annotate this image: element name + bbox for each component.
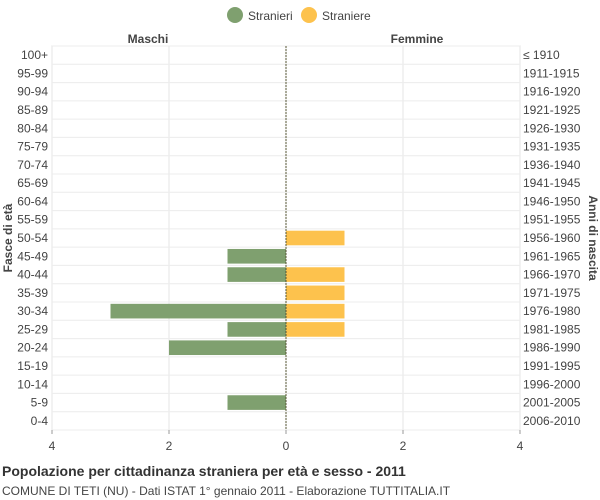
age-label: 95-99 xyxy=(17,66,48,80)
legend-label-stranieri: Stranieri xyxy=(248,9,293,23)
birth-year-label: 1966-1970 xyxy=(523,268,581,282)
age-label: 80-84 xyxy=(17,121,48,135)
x-axis-ticks: 4 2 0 2 4 xyxy=(49,430,524,453)
birth-year-label: 1911-1915 xyxy=(523,66,580,80)
bar-male-20-24 xyxy=(169,340,286,356)
age-label: 15-19 xyxy=(17,359,48,373)
bar-female-40-44 xyxy=(286,267,345,282)
x-tick-label: 2 xyxy=(166,439,173,453)
birth-year-label: 1926-1930 xyxy=(523,121,581,135)
age-label: 25-29 xyxy=(17,322,48,336)
birth-year-label: 1946-1950 xyxy=(523,194,581,208)
pyramid-chart: Stranieri Straniere Maschi Femmine Fasce… xyxy=(1,7,600,453)
bar-female-50-54 xyxy=(286,230,345,246)
age-label: 45-49 xyxy=(17,249,48,263)
birth-year-label: 1916-1920 xyxy=(523,85,581,99)
birth-year-label: 1936-1940 xyxy=(523,158,581,172)
header-maschi: Maschi xyxy=(128,32,169,46)
bar-male-45-49 xyxy=(227,248,286,264)
age-label: 100+ xyxy=(21,48,48,62)
birth-year-label: 1951-1955 xyxy=(523,213,581,227)
birth-year-label: 1961-1965 xyxy=(523,249,581,263)
x-tick-label: 4 xyxy=(49,439,56,453)
bar-female-30-34 xyxy=(286,303,345,319)
legend-swatch-straniere xyxy=(301,7,317,23)
category-labels: 100+ ≤ 1910 95-99 1911-1915 90-94 1916-1920 85… xyxy=(17,48,580,428)
bar-male-25-29 xyxy=(227,322,286,337)
bar-male-30-34 xyxy=(110,303,286,319)
age-label: 5-9 xyxy=(31,396,49,410)
age-label: 40-44 xyxy=(17,268,48,282)
birth-year-label: 1996-2000 xyxy=(523,377,581,391)
birth-year-label: 1991-1995 xyxy=(523,359,581,373)
y-axis-label-right: Anni di nascita xyxy=(586,195,600,281)
birth-year-label: 1921-1925 xyxy=(523,103,581,117)
x-tick-label: 2 xyxy=(400,439,407,453)
bar-female-35-39 xyxy=(286,285,345,301)
birth-year-label: 1941-1945 xyxy=(523,176,581,190)
bars xyxy=(110,230,345,410)
birth-year-label: 1931-1935 xyxy=(523,140,581,154)
legend-label-straniere: Straniere xyxy=(322,9,371,23)
age-label: 90-94 xyxy=(17,85,48,99)
chart-subtitle: COMUNE DI TETI (NU) - Dati ISTAT 1° genn… xyxy=(2,484,451,498)
birth-year-label: 1986-1990 xyxy=(523,341,581,355)
birth-year-label: 1971-1975 xyxy=(523,286,581,300)
birth-year-label: ≤ 1910 xyxy=(523,48,560,62)
age-label: 65-69 xyxy=(17,176,48,190)
header-femmine: Femmine xyxy=(391,32,444,46)
birth-year-label: 1981-1985 xyxy=(523,322,581,336)
birth-year-label: 1956-1960 xyxy=(523,231,581,245)
bar-male-5-9 xyxy=(227,395,286,410)
age-label: 55-59 xyxy=(17,213,48,227)
age-label: 70-74 xyxy=(17,158,48,172)
birth-year-label: 2001-2005 xyxy=(523,396,581,410)
x-tick-label: 0 xyxy=(283,439,290,453)
age-label: 50-54 xyxy=(17,231,48,245)
y-axis-label-left: Fasce di età xyxy=(1,203,15,272)
bar-male-40-44 xyxy=(227,267,286,282)
x-tick-label: 4 xyxy=(517,439,524,453)
birth-year-label: 1976-1980 xyxy=(523,304,581,318)
age-label: 85-89 xyxy=(17,103,48,117)
chart-title: Popolazione per cittadinanza straniera p… xyxy=(2,463,406,479)
age-label: 20-24 xyxy=(17,341,48,355)
age-label: 0-4 xyxy=(31,414,49,428)
age-label: 75-79 xyxy=(17,140,48,154)
legend-swatch-stranieri xyxy=(227,7,243,23)
legend: Stranieri Straniere xyxy=(227,7,371,23)
birth-year-label: 2006-2010 xyxy=(523,414,581,428)
age-label: 60-64 xyxy=(17,194,48,208)
bar-female-25-29 xyxy=(286,322,345,337)
age-label: 35-39 xyxy=(17,286,48,300)
age-label: 10-14 xyxy=(17,377,48,391)
age-label: 30-34 xyxy=(17,304,48,318)
